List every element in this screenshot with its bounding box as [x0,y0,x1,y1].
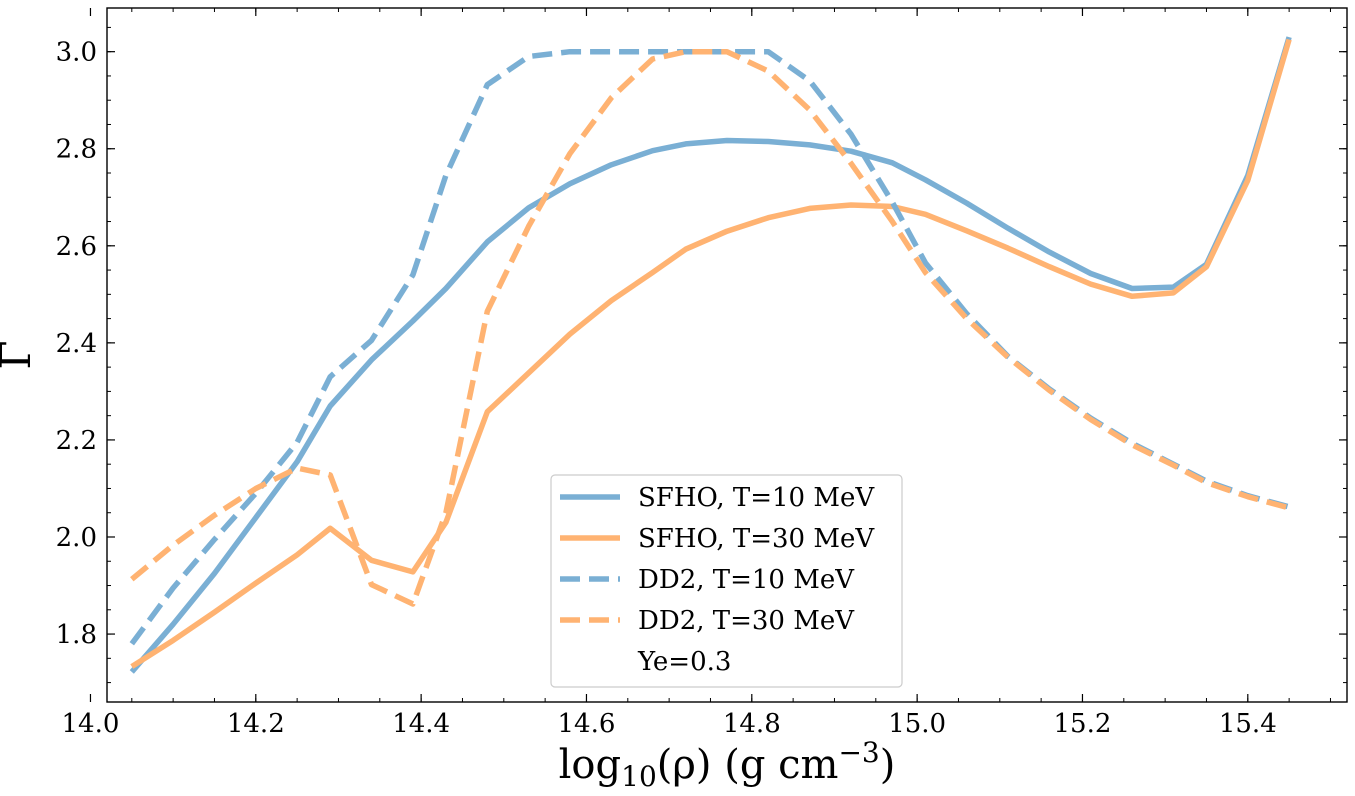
y-tick-label: 2.0 [56,523,97,553]
legend-box [550,474,903,688]
x-axis-label-close: ) [880,742,896,788]
legend: SFHO, T=10 MeV SFHO, T=30 MeV DD2, T=10 … [550,474,903,688]
series-layer [129,36,1292,674]
x-tick-label: 14.6 [558,709,616,739]
series-line-3 [130,48,1290,607]
tick-layer: 14.0 14.2 14.4 14.6 14.8 15.0 15.2 15.4 1.8 2.0 2.… [56,8,1347,739]
y-tick-label: 2.4 [56,329,97,359]
x-tick-label: 15.2 [1054,709,1112,739]
x-axis-label-sub: 10 [621,760,657,793]
series-line-0 [129,36,1292,674]
series-line-1 [130,38,1292,669]
x-tick-label: 15.0 [888,709,946,739]
legend-label-sfho-30: SFHO, T=30 MeV [638,524,875,554]
x-tick-label: 14.2 [227,709,285,739]
legend-label-sfho-10: SFHO, T=10 MeV [638,483,875,513]
y-tick-label: 2.2 [56,426,97,456]
x-axis-label-sup: −3 [838,736,879,769]
x-axis-label-rest: (ρ) (g cm [657,742,839,788]
y-tick-label: 2.6 [56,232,97,262]
legend-label-dd2-30: DD2, T=30 MeV [638,606,855,636]
x-tick-label: 14.0 [62,709,120,739]
x-tick-label: 14.4 [392,709,450,739]
x-tick-label: 14.8 [723,709,781,739]
y-tick-label: 2.8 [56,135,97,165]
plot-frame [106,7,1348,703]
y-tick-label: 3.0 [56,38,97,68]
x-axis-label: log10(ρ) (g cm−3) [559,736,896,793]
y-tick-label: 1.8 [56,620,97,650]
legend-note-ye: Ye=0.3 [637,647,731,677]
legend-label-dd2-10: DD2, T=10 MeV [638,565,855,595]
x-tick-label: 15.4 [1219,709,1277,739]
y-axis-label: Γ [0,340,40,369]
x-axis-label-base: log [559,742,621,788]
